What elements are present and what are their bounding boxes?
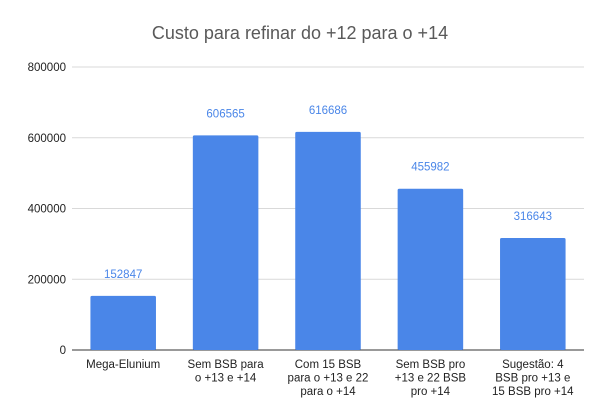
x-tick-label: Sem BSB para o +13 e +14: [188, 359, 265, 385]
y-tick-label: 800000: [28, 62, 66, 74]
data-label: 455982: [411, 162, 449, 174]
bar: [192, 135, 259, 350]
x-tick-label: Sugestão: 4 BSB pro +13 e 15 BSB pro +14: [492, 359, 574, 398]
chart-title: Custo para refinar do +12 para o +14: [152, 23, 448, 43]
x-tick-label-line: Mega-Elunium: [86, 359, 160, 371]
x-tick-label-line: +13 e 22 BSB: [395, 373, 467, 385]
data-labels: 152847 606565 616686 455982 316643: [104, 105, 552, 281]
bars: [90, 131, 566, 350]
bar: [295, 131, 361, 350]
data-label: 616686: [309, 105, 347, 117]
data-label: 316643: [514, 211, 552, 223]
y-axis-ticks: 0 200000 400000 600000 800000: [28, 62, 66, 357]
x-tick-label-line: Sem BSB para: [188, 359, 265, 371]
bar: [397, 188, 464, 350]
x-tick-label: Mega-Elunium: [86, 359, 160, 371]
x-tick-label-line: Sugestão: 4: [502, 359, 564, 371]
data-label: 606565: [206, 108, 244, 120]
x-tick-label-line: pro +14: [411, 386, 451, 398]
y-tick-label: 600000: [28, 133, 66, 145]
x-tick-label-line: 15 BSB pro +14: [492, 386, 574, 398]
x-tick-label-line: o +13 e +14: [195, 373, 257, 385]
bar: [90, 295, 156, 350]
bar: [500, 237, 566, 350]
x-tick-label-line: Sem BSB pro: [396, 359, 466, 371]
x-tick-label: Sem BSB pro +13 e 22 BSB pro +14: [395, 359, 467, 398]
x-tick-label-line: Com 15 BSB: [295, 359, 362, 371]
y-tick-label: 200000: [28, 274, 66, 286]
x-tick-label-line: BSB pro +13 e: [495, 373, 570, 385]
x-tick-label: Com 15 BSB para o +13 e 22 para o +14: [288, 359, 369, 398]
x-tick-label-line: para o +14: [300, 386, 356, 398]
y-tick-label: 400000: [28, 204, 66, 216]
x-tick-label-line: para o +13 e 22: [288, 373, 369, 385]
y-tick-label: 0: [60, 345, 66, 357]
data-label: 152847: [104, 269, 142, 281]
x-axis-categories: Mega-Elunium Sem BSB para o +13 e +14 Com 1…: [86, 359, 574, 398]
